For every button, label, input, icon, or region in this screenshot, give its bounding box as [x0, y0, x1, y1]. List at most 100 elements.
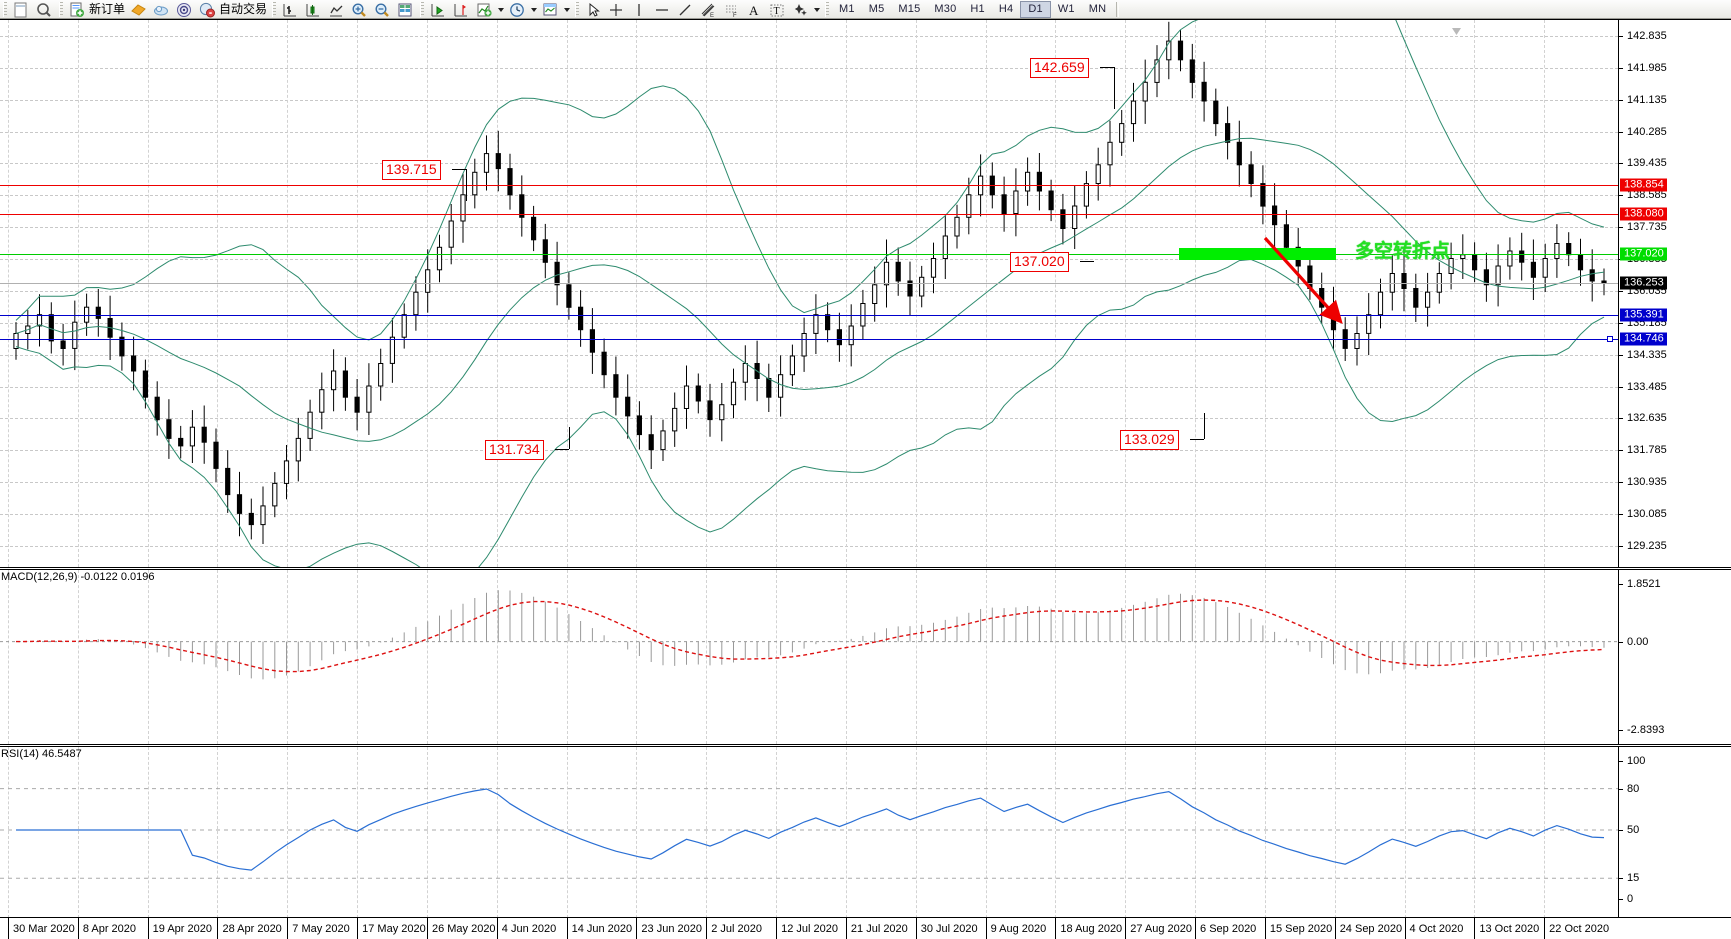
pane-separator-2[interactable] [0, 744, 1731, 747]
timeframe-button-mn[interactable]: MN [1088, 2, 1107, 15]
price-tick-133-485: 133.485 [1619, 381, 1667, 393]
toolbar-grip-timeframes[interactable] [825, 1, 830, 17]
templates-icon[interactable] [540, 1, 561, 18]
level-line-support-135391[interactable] [0, 315, 1618, 317]
mql5-community-icon[interactable] [128, 1, 149, 18]
level-badge-support-134746[interactable]: 134.746 [1620, 332, 1667, 346]
profiles-icon[interactable] [34, 1, 55, 18]
auto-scroll-icon[interactable] [428, 1, 449, 18]
level-line-resistance-138080[interactable] [0, 214, 1618, 216]
time-gridline [776, 20, 778, 567]
time-label: 6 Sep 2020 [1200, 923, 1257, 935]
rsi-scale[interactable]: 100 80 50 15 0 [1618, 747, 1731, 918]
price-label-leader [1190, 439, 1204, 440]
chevron-down-icon[interactable] [812, 1, 822, 18]
cloud-network-icon[interactable] [151, 1, 172, 18]
time-scale[interactable]: 30 Mar 2020 8 Apr 2020 19 Apr 2020 28 Apr 2… [0, 917, 1731, 939]
new-order-icon[interactable] [67, 1, 88, 18]
price-label-high-142659[interactable]: 142.659 [1030, 58, 1089, 78]
zoom-out-icon[interactable] [372, 1, 393, 18]
price-gridline [0, 386, 1618, 388]
macd-plot [0, 590, 1618, 680]
timeframe-button-d1[interactable]: D1 [1020, 0, 1051, 18]
time-gridline [287, 747, 289, 918]
price-label-low-131734[interactable]: 131.734 [485, 440, 544, 460]
text-label-icon[interactable]: A [744, 1, 765, 18]
level-badge-support-135391[interactable]: 135.391 [1620, 308, 1667, 322]
level-badge-resistance-138080[interactable]: 138.080 [1620, 207, 1667, 221]
toolbar-grip-chart-type-group[interactable] [272, 1, 277, 17]
timeframe-button-m1[interactable]: M1 [839, 2, 855, 15]
price-label-high-139715[interactable]: 139.715 [382, 160, 441, 180]
level-line-support-134746[interactable] [0, 339, 1618, 341]
macd-scale[interactable]: 1.8521 0.00 -2.8393 [1618, 570, 1731, 744]
line-chart-icon[interactable] [326, 1, 347, 18]
signals-icon[interactable] [174, 1, 195, 18]
horizontal-line-icon[interactable] [652, 1, 673, 18]
new-order-label[interactable]: 新订单 [89, 1, 126, 16]
new-chart-icon[interactable] [11, 1, 32, 18]
price-label-level-137020[interactable]: 137.020 [1010, 252, 1069, 272]
chevron-down-icon[interactable] [496, 1, 506, 18]
time-tick-separator [1334, 918, 1336, 939]
price-pane[interactable]: 142.835 141.985 141.135 140.285 139.435 138.5… [0, 20, 1731, 567]
toolbar-grip-draw-group[interactable] [575, 1, 580, 17]
time-gridline [1544, 747, 1546, 918]
autotrading-icon[interactable] [197, 1, 218, 18]
timeframe-button-m30[interactable]: M30 [934, 2, 957, 15]
data-window-icon[interactable] [395, 1, 416, 18]
timeframe-button-h4[interactable]: H4 [998, 2, 1014, 15]
toolbar-grip-trade-group[interactable] [59, 1, 63, 17]
fibonacci-retracement-icon[interactable]: F [721, 1, 742, 18]
equidistant-channel-icon[interactable]: E [698, 1, 719, 18]
level-line-resistance-138854[interactable] [0, 185, 1618, 187]
text-object-icon[interactable]: T [767, 1, 788, 18]
timeframe-button-m5[interactable]: M5 [868, 2, 885, 15]
macd-pane[interactable]: MACD(12,26,9) -0.0122 0.0196 1.8521 0.00 -… [0, 570, 1731, 744]
pane-separator-1[interactable] [0, 567, 1731, 570]
autotrading-label[interactable]: 自动交易 [219, 1, 268, 16]
cursor-arrow-icon[interactable] [583, 1, 604, 18]
chart-shift-icon[interactable] [451, 1, 472, 18]
price-plot [13, 20, 1607, 567]
svg-text:T: T [774, 6, 780, 17]
selected-line-handle[interactable] [1607, 336, 1613, 343]
shapes-icon[interactable] [790, 1, 811, 18]
price-gridline [0, 418, 1618, 420]
toolbar-grip-scroll-group[interactable] [420, 1, 425, 17]
level-line-last-price-136253[interactable] [0, 282, 1618, 284]
crosshair-icon[interactable] [606, 1, 627, 18]
time-label: 30 Mar 2020 [13, 923, 75, 935]
level-badge-resistance-138854[interactable]: 138.854 [1620, 178, 1667, 192]
rsi-pane[interactable]: RSI(14) 46.5487 100 80 50 15 0 [0, 747, 1731, 918]
price-gridline [0, 227, 1618, 229]
chevron-down-icon[interactable] [562, 1, 572, 18]
time-gridline [915, 570, 917, 744]
price-scale[interactable]: 142.835 141.985 141.135 140.285 139.435 138.5… [1618, 20, 1731, 567]
chevron-down-icon[interactable] [529, 1, 539, 18]
time-label: 24 Sep 2020 [1339, 923, 1403, 935]
zoom-in-icon[interactable] [349, 1, 370, 18]
toolbar-grip-file-group[interactable] [3, 1, 7, 17]
level-badge-pivot-137020[interactable]: 137.020 [1620, 247, 1667, 261]
candlestick-chart-icon[interactable] [303, 1, 324, 18]
chart-scroll-indicator-icon[interactable] [1452, 22, 1461, 35]
trendline-icon[interactable] [675, 1, 696, 18]
periods-clock-icon[interactable] [507, 1, 528, 18]
main-toolbar[interactable]: 新订单 自动交易 E F A T M1 M5 M15 M30 H1 H4 D1 W1 MN [0, 0, 1731, 19]
time-gridline [357, 747, 359, 918]
time-label: 13 Oct 2020 [1479, 923, 1540, 935]
vertical-line-icon[interactable] [629, 1, 650, 18]
timeframe-button-w1[interactable]: W1 [1057, 2, 1075, 15]
bar-chart-icon[interactable] [280, 1, 301, 18]
chart-window[interactable]: GBPJPY-,Daily 136.418 136.576 136.136 13… [0, 19, 1731, 939]
indicators-icon[interactable] [474, 1, 495, 18]
price-label-low-133029[interactable]: 133.029 [1120, 430, 1179, 450]
timeframe-button-m15[interactable]: M15 [898, 2, 921, 15]
chinese-annotation-text[interactable]: 多空转折点 [1355, 241, 1451, 263]
level-badge-last-price-136253[interactable]: 136.253 [1620, 276, 1667, 290]
timeframe-button-h1[interactable]: H1 [970, 2, 985, 15]
macd-tick-1neg8521: 1.8521 [1619, 578, 1661, 590]
price-tick-141-985: 141.985 [1619, 62, 1667, 74]
level-line-pivot-137020[interactable] [0, 254, 1618, 256]
